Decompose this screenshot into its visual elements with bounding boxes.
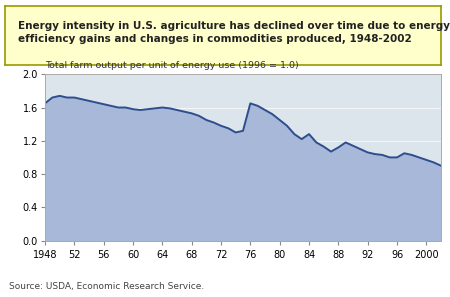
Text: Energy intensity in U.S. agriculture has declined over time due to energy
effici: Energy intensity in U.S. agriculture has… — [18, 21, 450, 44]
Text: Source: USDA, Economic Research Service.: Source: USDA, Economic Research Service. — [9, 282, 204, 291]
Text: Total farm output per unit of energy use (1996 = 1.0): Total farm output per unit of energy use… — [45, 61, 299, 70]
